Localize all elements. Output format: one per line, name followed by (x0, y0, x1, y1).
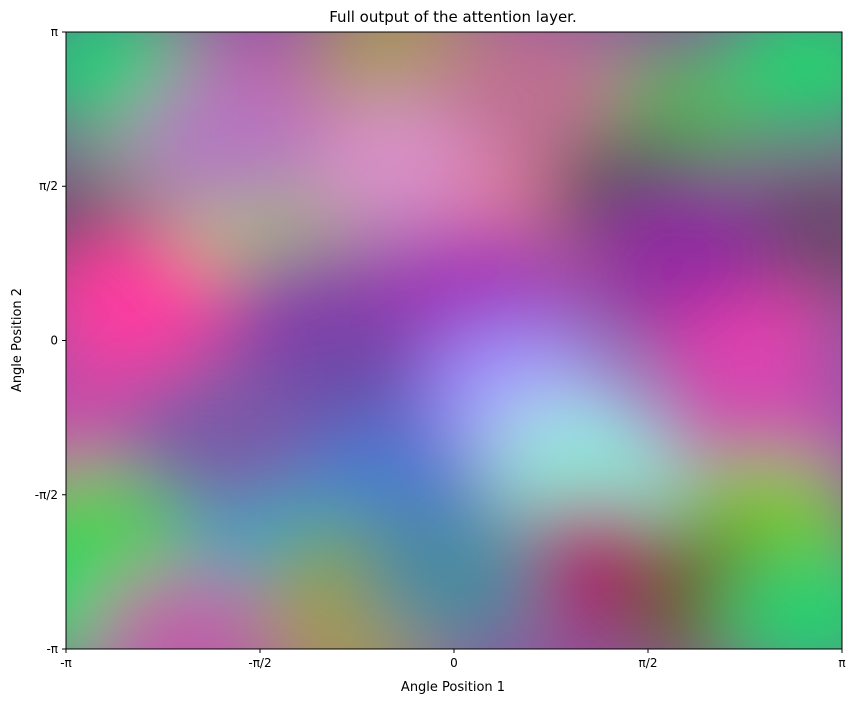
heatmap-color-region (359, 506, 549, 647)
x-tick-label: π (838, 656, 845, 670)
y-axis-label: Angle Position 2 (10, 288, 25, 392)
y-axis-ticks: -π -π/2 0 π/2 π (35, 25, 66, 656)
x-tick-label: π/2 (639, 656, 658, 670)
heatmap-color-region (717, 32, 842, 136)
y-tick-label: -π (46, 642, 58, 656)
heatmap-color-region (87, 565, 278, 649)
chart-title: Full output of the attention layer. (329, 8, 577, 26)
heatmap-color-region (717, 545, 842, 649)
x-axis-ticks: -π -π/2 0 π/2 π (60, 649, 846, 670)
x-axis-label: Angle Position 1 (401, 680, 505, 695)
y-tick-label: π/2 (39, 179, 58, 193)
x-tick-label: -π (60, 656, 72, 670)
heatmap-color-region (433, 32, 624, 156)
heatmap-color-region (124, 74, 315, 215)
y-tick-label: 0 (50, 334, 58, 348)
heatmap-color-region (124, 368, 315, 509)
y-tick-label: -π/2 (35, 488, 58, 502)
heatmap-color-region (66, 231, 228, 372)
y-tick-label: π (51, 25, 58, 39)
x-tick-label: -π/2 (248, 656, 271, 670)
x-tick-label: 0 (450, 656, 458, 670)
heatmap-color-region (581, 182, 772, 323)
